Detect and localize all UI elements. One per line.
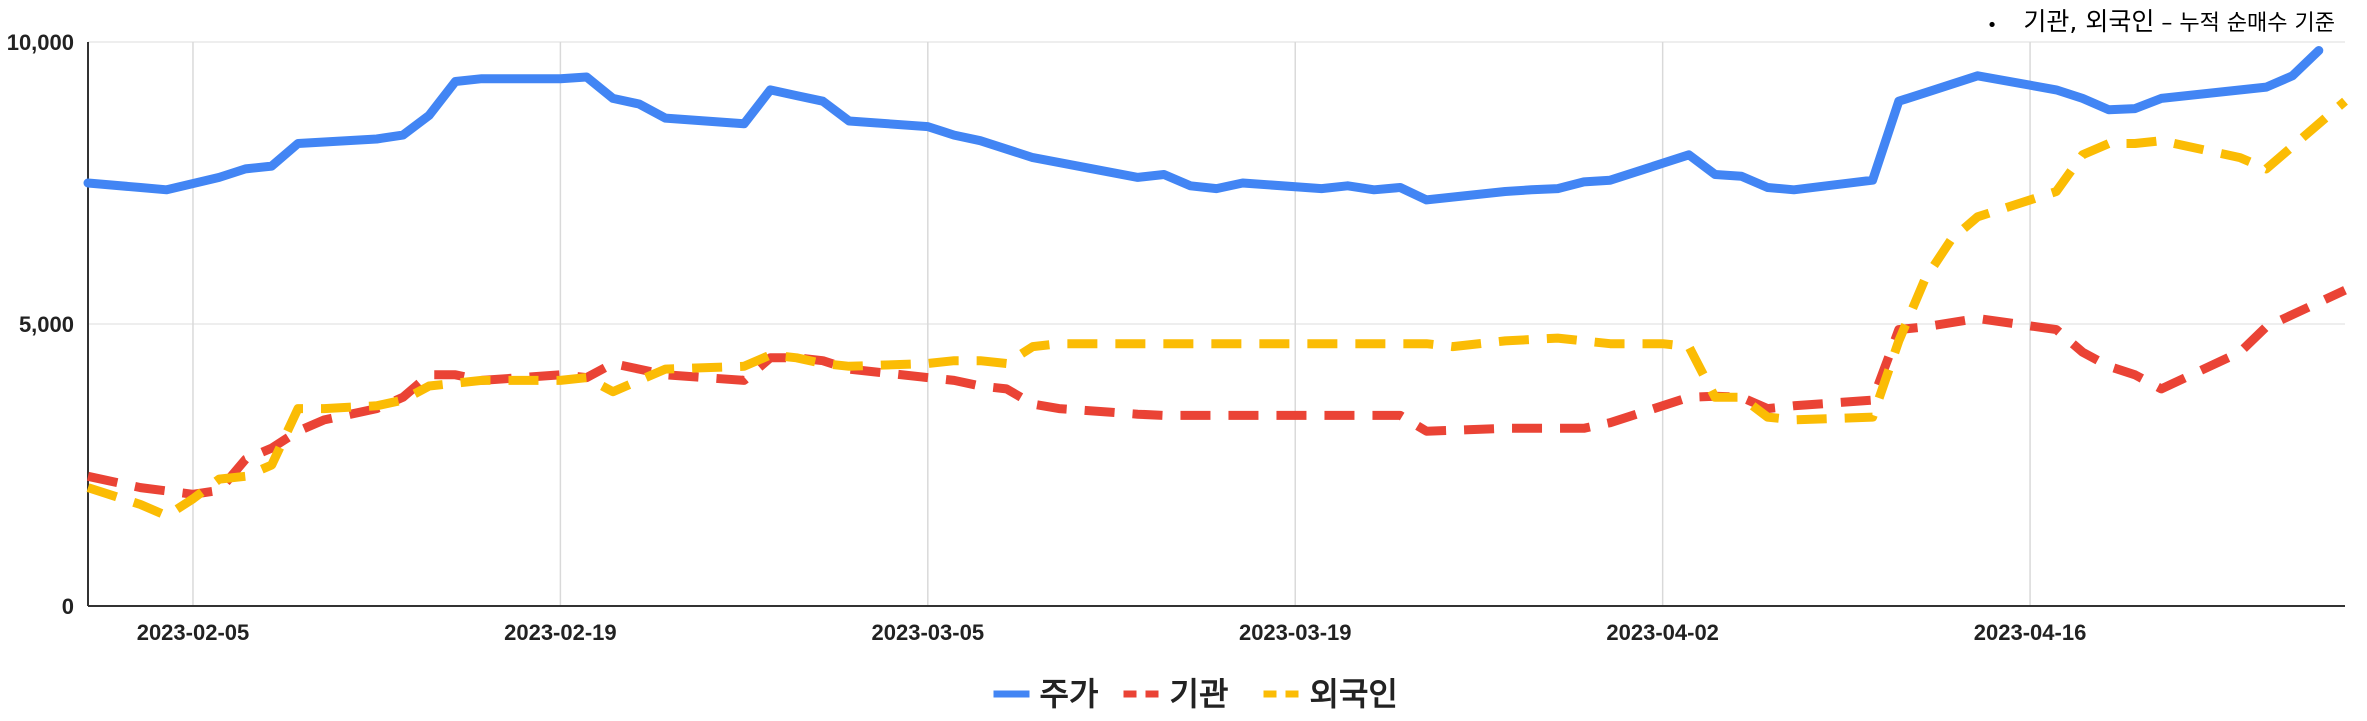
x-tick-label: 2023-03-19	[1239, 620, 1352, 645]
legend-item-3: 외국인	[1263, 675, 1398, 713]
axes	[87, 42, 2345, 607]
legend-label: 외국인	[1310, 675, 1398, 713]
y-tick-label: 5,000	[19, 312, 74, 337]
series-line-2	[87, 286, 2347, 499]
legend-label: 기관	[1170, 675, 1229, 713]
grid-lines	[88, 41, 2345, 606]
x-tick-label: 2023-02-05	[137, 620, 250, 645]
note-sub: 누적 순매수 기준	[2179, 11, 2335, 36]
legend-item-2: 기관	[1123, 675, 1229, 713]
note-bullet: •	[1986, 15, 1998, 36]
x-tick-label: 2023-04-02	[1606, 620, 1719, 645]
y-tick-label: 10,000	[7, 30, 74, 55]
x-tick-label: 2023-02-19	[504, 620, 617, 645]
series-line-1	[83, 46, 2324, 205]
note-dash: –	[2154, 11, 2180, 36]
legend-item-1: 주가	[993, 675, 1099, 713]
note-main: 기관, 외국인	[2023, 7, 2155, 36]
chart-note: • 기관, 외국인 – 누적 순매수 기준	[1987, 2, 2335, 38]
legend-label: 주가	[1040, 675, 1099, 713]
series-line-3	[86, 97, 2348, 521]
y-axis-labels: 0 5,000 10,000	[7, 30, 74, 619]
x-tick-label: 2023-04-16	[1974, 620, 2087, 645]
y-tick-label: 0	[62, 594, 74, 619]
x-tick-label: 2023-03-05	[872, 620, 985, 645]
series-lines	[83, 46, 2348, 521]
legend: 주가 기관 외국인	[993, 675, 1398, 713]
x-axis-labels: 2023-02-05 2023-02-19 2023-03-05 2023-03-19…	[137, 620, 2087, 645]
